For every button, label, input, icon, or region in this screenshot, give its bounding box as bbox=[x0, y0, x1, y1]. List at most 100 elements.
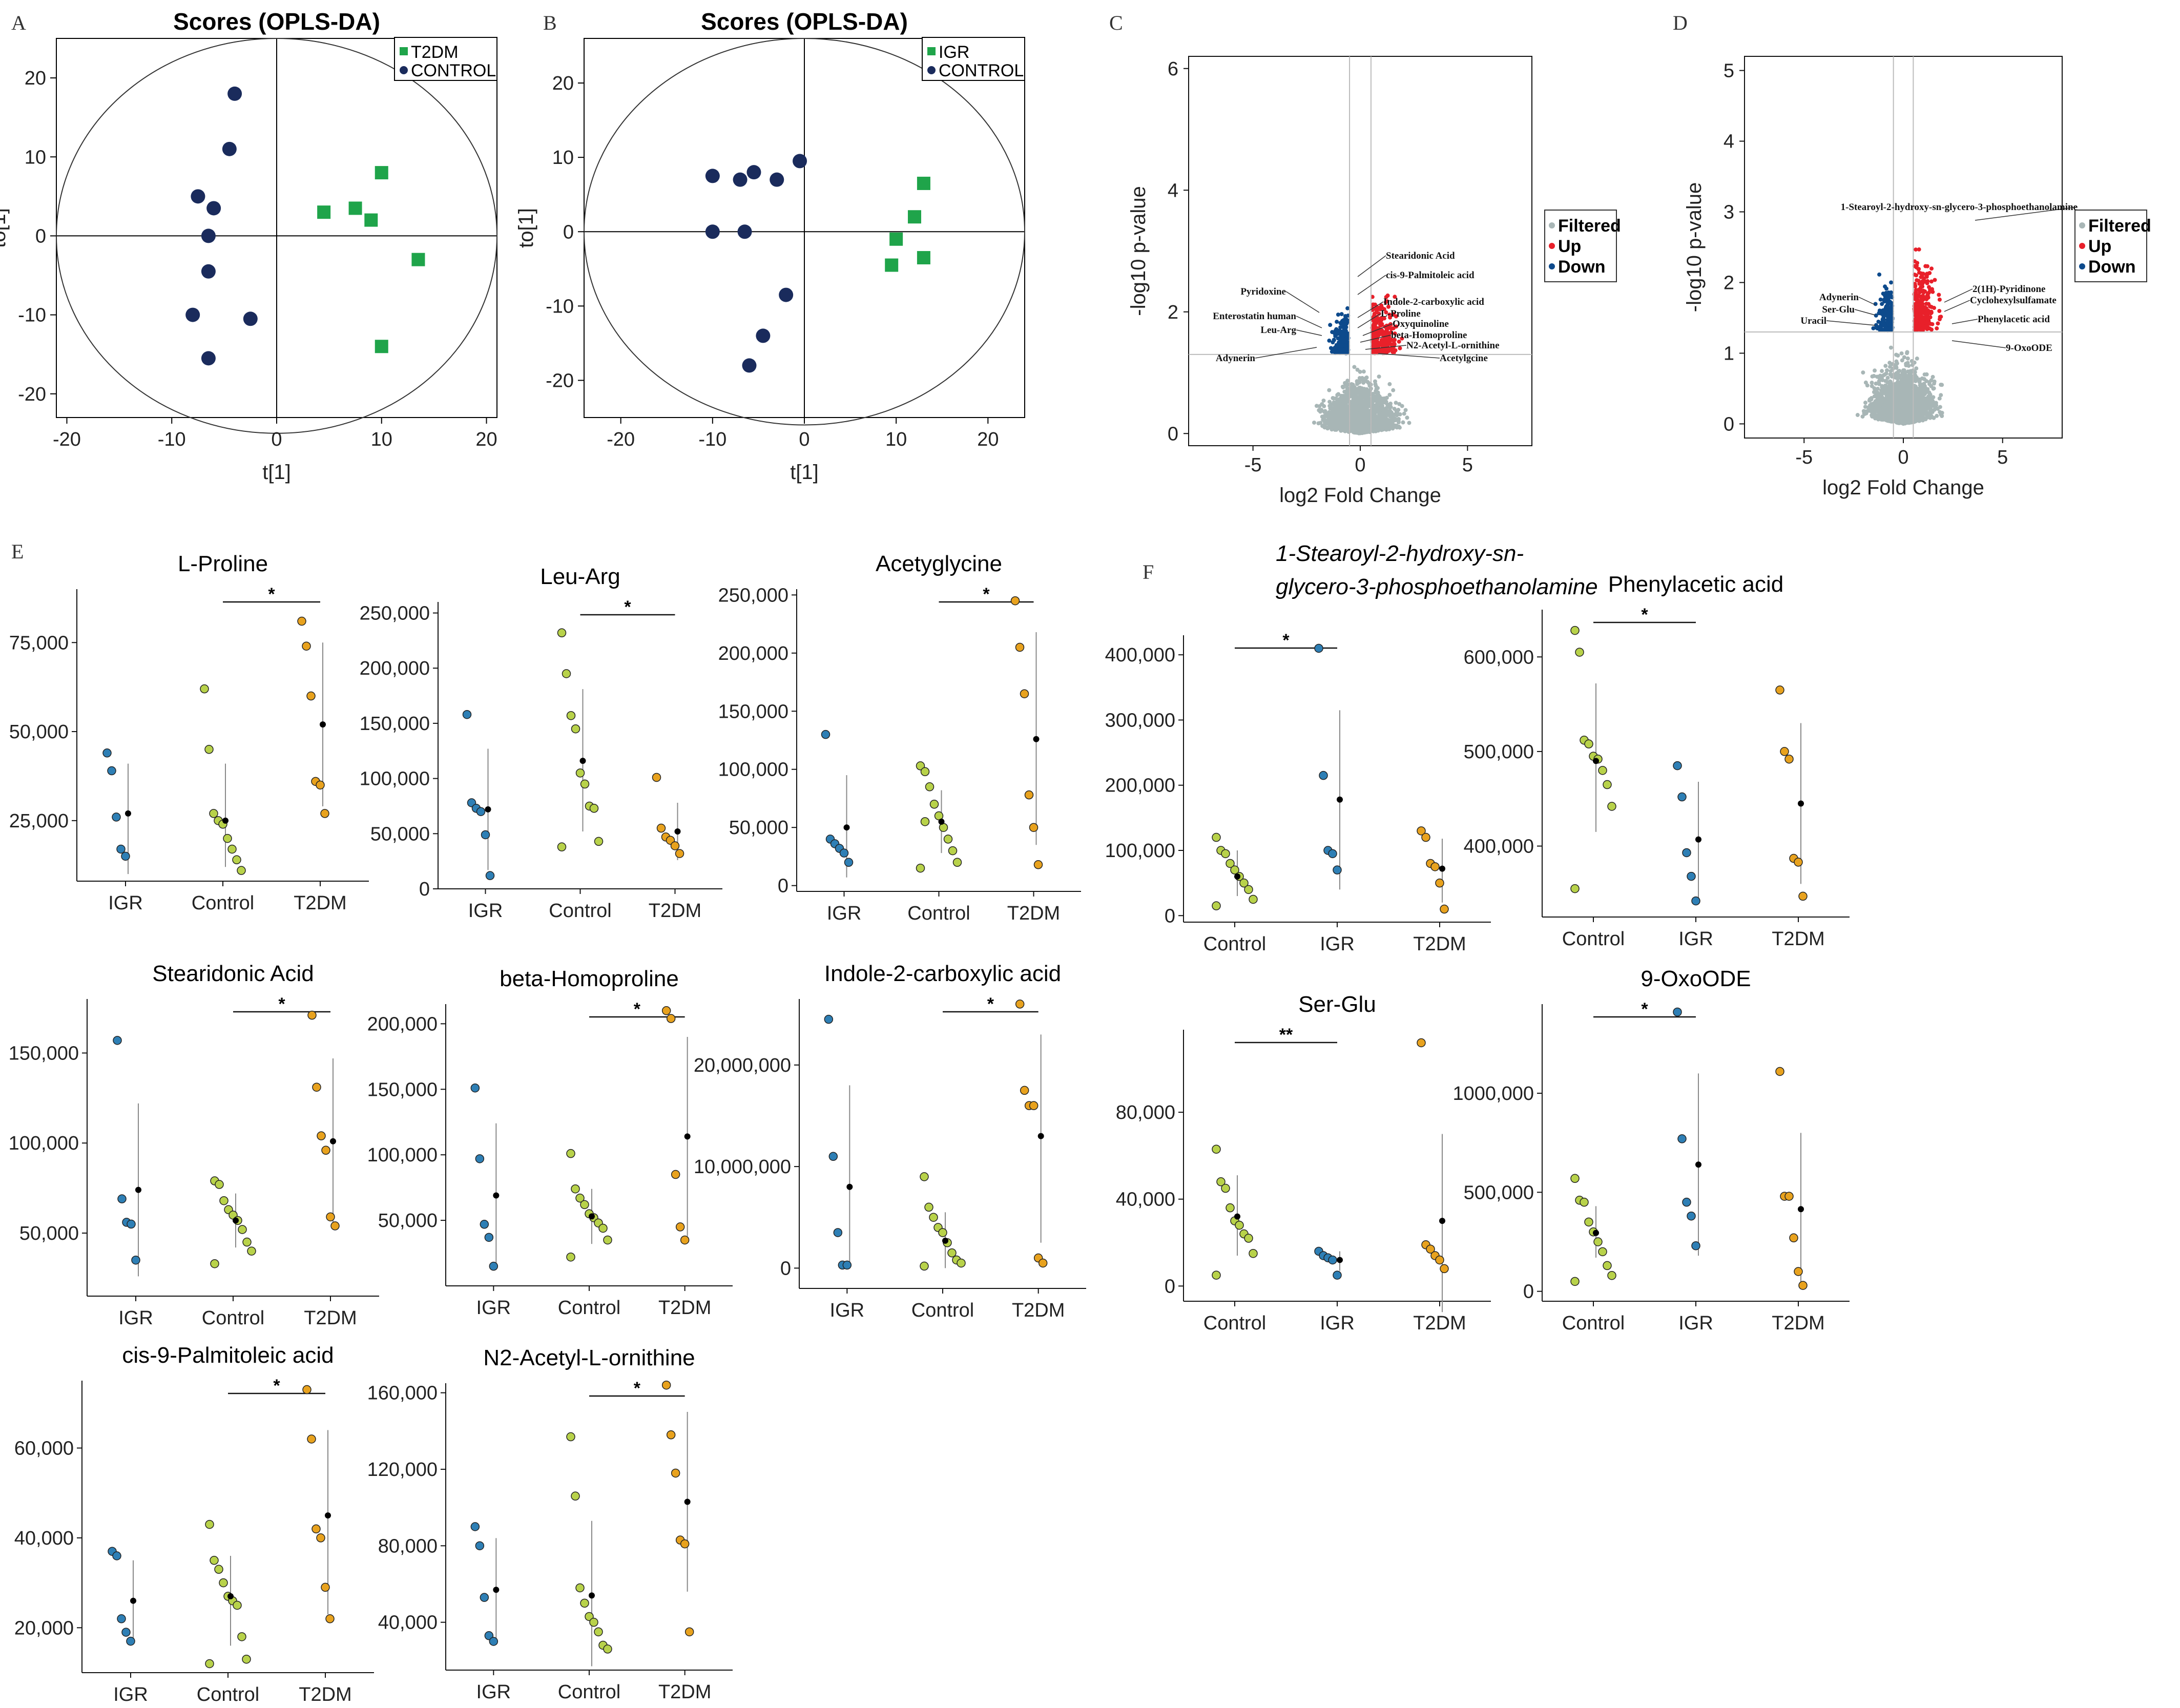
up-point bbox=[1387, 313, 1392, 317]
up-point bbox=[1913, 293, 1917, 298]
mean-point bbox=[589, 1592, 595, 1599]
filtered-point bbox=[1352, 414, 1356, 419]
data-point-control bbox=[242, 1654, 251, 1664]
x-tick-label: Control bbox=[202, 1307, 265, 1329]
filtered-point bbox=[1320, 424, 1325, 428]
data-point-t2dm bbox=[1784, 1192, 1794, 1201]
filtered-point bbox=[1387, 427, 1392, 431]
data-point-control bbox=[566, 1432, 575, 1442]
mean-point bbox=[1037, 1133, 1044, 1139]
data-point-t2dm bbox=[302, 641, 311, 651]
filtered-point bbox=[1885, 368, 1890, 372]
data-point-control bbox=[952, 858, 962, 867]
mean-point bbox=[325, 1512, 331, 1519]
filtered-point bbox=[1927, 380, 1932, 384]
y-tick-label: 40,000 bbox=[1116, 1189, 1175, 1211]
up-point bbox=[1926, 290, 1931, 295]
down-point bbox=[1889, 301, 1894, 306]
filtered-point bbox=[1884, 398, 1889, 402]
annotation-leader bbox=[1255, 347, 1317, 359]
x-tick-label: IGR bbox=[1320, 1313, 1355, 1334]
up-point bbox=[1914, 309, 1918, 314]
data-point-t2dm bbox=[1789, 1233, 1798, 1243]
data-point-t2dm bbox=[1029, 1101, 1039, 1110]
up-point bbox=[1929, 327, 1934, 332]
filtered-point bbox=[1358, 416, 1363, 421]
y-tick-label: 0 bbox=[1724, 413, 1734, 435]
y-tick-label: 1 bbox=[1724, 343, 1734, 364]
filtered-point bbox=[1931, 386, 1936, 391]
filtered-point bbox=[1940, 383, 1944, 387]
filtered-point bbox=[1904, 408, 1908, 413]
data-point-t2dm bbox=[1417, 1038, 1426, 1048]
filtered-point bbox=[1355, 407, 1360, 412]
x-tick-label: Control bbox=[192, 892, 255, 914]
data-point-control bbox=[204, 745, 214, 754]
strip-plot-f3: Ser-Glu 0 40,000 80,000 Control IGR T2DM ** bbox=[1116, 992, 1491, 1334]
significance-label: * bbox=[624, 597, 631, 617]
score-point-control bbox=[756, 328, 771, 343]
annotation-label: beta-Homoproline bbox=[1391, 330, 1467, 341]
down-point bbox=[1882, 292, 1886, 297]
y-tick-label: 600,000 bbox=[1464, 647, 1534, 668]
up-point bbox=[1921, 290, 1926, 295]
up-point bbox=[1375, 315, 1379, 319]
annotation-leader bbox=[1951, 340, 2006, 348]
data-point-control bbox=[210, 1556, 219, 1565]
y-tick-label: 0 bbox=[778, 876, 788, 897]
y-tick-label: 0 bbox=[419, 879, 430, 900]
x-axis-label: t[1] bbox=[790, 461, 819, 484]
score-point-control bbox=[243, 311, 258, 326]
mean-point bbox=[1593, 758, 1599, 764]
score-point-control bbox=[705, 169, 720, 183]
x-axis-label: log2 Fold Change bbox=[1822, 476, 1984, 499]
y-tick-label: 300,000 bbox=[1105, 710, 1175, 731]
down-point bbox=[1341, 332, 1345, 337]
y-tick-label: 200,000 bbox=[367, 1013, 438, 1035]
annotation-label: Ser-Glu bbox=[1822, 304, 1855, 315]
filtered-point bbox=[1913, 419, 1917, 424]
down-point bbox=[1878, 297, 1883, 302]
data-point-control bbox=[1575, 648, 1584, 657]
filtered-point bbox=[1361, 369, 1366, 374]
data-point-igr bbox=[1691, 1241, 1700, 1251]
score-point-control bbox=[705, 224, 720, 239]
data-point-t2dm bbox=[1020, 689, 1029, 698]
filtered-point bbox=[1915, 356, 1919, 361]
annotation-label: Enterostatin human bbox=[1213, 311, 1296, 322]
data-point-control bbox=[1593, 1237, 1603, 1246]
significance-label: * bbox=[1641, 999, 1648, 1019]
data-point-control bbox=[557, 842, 567, 851]
filtered-point bbox=[1371, 410, 1375, 414]
data-point-t2dm bbox=[1798, 1281, 1808, 1290]
filtered-point bbox=[1897, 414, 1901, 419]
mean-point bbox=[135, 1186, 141, 1193]
up-point bbox=[1920, 284, 1925, 289]
legend-box bbox=[394, 37, 497, 81]
score-point-t2dm bbox=[364, 213, 378, 227]
data-point-control bbox=[1580, 1197, 1589, 1207]
data-point-control bbox=[1230, 865, 1239, 874]
filtered-point bbox=[1360, 413, 1364, 418]
up-point bbox=[1393, 295, 1397, 299]
y-tick-label: 20,000 bbox=[14, 1617, 74, 1639]
data-point-igr bbox=[480, 1220, 489, 1229]
filtered-point bbox=[1371, 394, 1376, 399]
data-point-t2dm bbox=[1015, 642, 1025, 652]
data-point-control bbox=[1607, 1270, 1616, 1280]
data-point-control bbox=[1249, 894, 1258, 904]
x-tick-label: Control bbox=[549, 900, 612, 922]
legend-label: Up bbox=[1558, 237, 1581, 256]
data-point-control bbox=[209, 809, 218, 818]
x-tick-label: T2DM bbox=[1413, 1313, 1466, 1334]
y-tick-label: 500,000 bbox=[1464, 741, 1534, 763]
filtered-point bbox=[1343, 428, 1348, 433]
data-point-t2dm bbox=[661, 1380, 671, 1390]
filtered-point bbox=[1374, 384, 1378, 388]
data-point-control bbox=[603, 1644, 612, 1654]
legend-marker bbox=[927, 47, 936, 55]
data-point-t2dm bbox=[316, 780, 325, 790]
filtered-point bbox=[1899, 351, 1904, 356]
filtered-point bbox=[1892, 383, 1897, 387]
